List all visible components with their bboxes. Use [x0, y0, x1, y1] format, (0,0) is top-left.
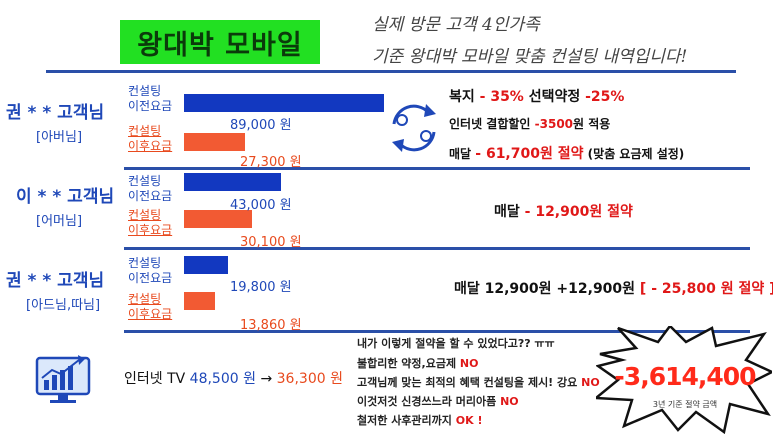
total-savings: -3,614,400	[614, 362, 756, 391]
amount-after: 30,100 원	[240, 235, 302, 250]
label-before: 컨설팅 이전요금	[128, 174, 173, 203]
note-line: 매달 12,900원 +12,900원 [ - 25,800 원 절약 ]	[454, 281, 773, 297]
amount-before: 43,000 원	[230, 198, 292, 213]
label-before: 컨설팅 이전요금	[128, 256, 173, 285]
customer-name: 이 * * 고객님	[16, 187, 115, 207]
bar-after	[184, 292, 215, 310]
bullet-line: 내가 이렇게 절약을 할 수 있었다고?? ㅠㅠ	[357, 337, 555, 350]
customer-name: 권 * * 고객님	[6, 103, 105, 123]
headline-line-2: 기준 왕대박 모바일 맞춤 컨설팅 내역입니다!	[372, 47, 688, 67]
divider	[124, 247, 750, 250]
bullet-line: 철저한 사후관리까지 OK !	[357, 414, 483, 427]
bar-before	[184, 94, 384, 112]
divider	[46, 70, 736, 73]
customer-name: 권 * * 고객님	[6, 271, 105, 291]
note-line: 매달 - 61,700원 절약 (맞춤 요금제 설정)	[449, 146, 685, 162]
divider	[124, 330, 750, 333]
bar-after	[184, 210, 252, 228]
bullet-line: 고객님께 맞는 최적의 혜택 컨설팅을 제시! 강요 NO	[357, 376, 600, 389]
starburst-badge	[596, 326, 772, 434]
total-savings-caption: 3년 기준 절약 금액	[652, 400, 718, 409]
bullet-line: 불합리한 약정,요금제 NO	[357, 357, 479, 370]
label-after: 컨설팅 이후요금	[128, 124, 173, 153]
amount-before: 89,000 원	[230, 118, 292, 133]
customer-role: [어머님]	[36, 214, 83, 229]
divider	[124, 167, 750, 170]
amount-after: 13,860 원	[240, 318, 302, 333]
tv-internet-summary: 인터넷 TV 48,500 원 → 36,300 원	[124, 371, 343, 387]
bar-after	[184, 133, 245, 151]
bullet-line: 이것저것 신경쓰느라 머리아픔 NO	[357, 395, 519, 408]
note-line: 매달 - 12,900원 절약	[494, 204, 633, 220]
bar-before	[184, 173, 281, 191]
label-before: 컨설팅 이전요금	[128, 84, 173, 113]
headline-line-1: 실제 방문 고객 4인가족	[372, 15, 540, 35]
analytics-monitor-icon	[35, 355, 91, 403]
label-after: 컨설팅 이후요금	[128, 208, 173, 237]
brand-name: 왕대박 모바일	[137, 29, 303, 61]
amount-before: 19,800 원	[230, 280, 292, 295]
note-line: 인터넷 결합할인 -3500원 적용	[449, 117, 611, 131]
label-after: 컨설팅 이후요금	[128, 292, 173, 321]
customer-role: [아드님,따님]	[26, 298, 101, 313]
customer-role: [아버님]	[36, 130, 83, 145]
amount-after: 27,300 원	[240, 155, 302, 170]
bar-before	[184, 256, 228, 274]
swap-cycle-icon	[392, 104, 436, 152]
brand-logo: 왕대박 모바일	[120, 20, 320, 64]
note-line: 복지 - 35% 선택약정 -25%	[449, 89, 625, 105]
